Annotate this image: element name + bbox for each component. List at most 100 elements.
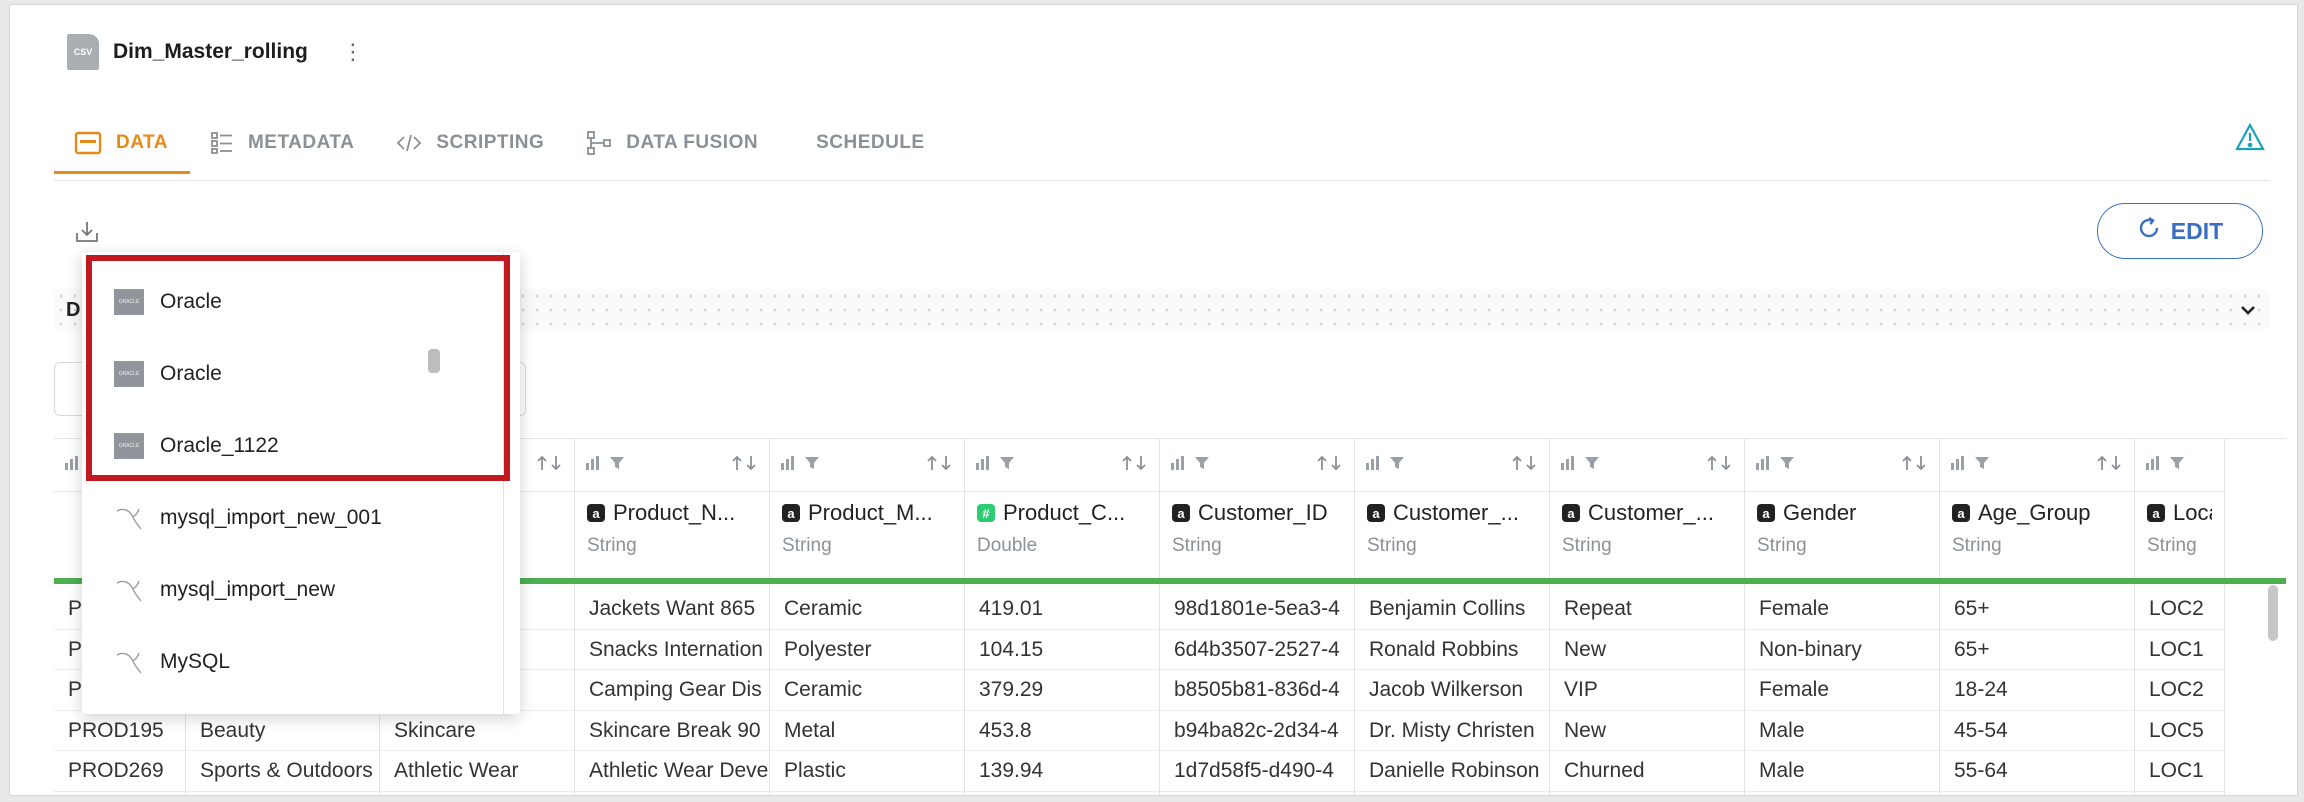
table-cell[interactable]: Dr. Misty Christen xyxy=(1355,711,1549,751)
table-cell[interactable]: Skincare Break 90 xyxy=(575,711,769,751)
table-cell[interactable]: 453.8 xyxy=(965,711,1159,751)
table-cell[interactable]: 104.15 xyxy=(965,630,1159,670)
column-stats-icon[interactable] xyxy=(1170,455,1188,476)
column-stats-icon[interactable] xyxy=(1950,455,1968,476)
column-stats-icon[interactable] xyxy=(780,455,798,476)
table-cell[interactable]: 139.94 xyxy=(965,751,1159,792)
dropdown-item[interactable]: MySQL xyxy=(82,626,520,698)
table-cell[interactable]: b8505b81-836d-4 xyxy=(1160,670,1354,711)
table-cell[interactable]: Sports & Outdoors xyxy=(186,751,379,792)
filter-icon[interactable] xyxy=(999,455,1015,476)
filter-icon[interactable] xyxy=(1584,455,1600,476)
table-cell[interactable]: 18-24 xyxy=(1940,670,2134,711)
column-stats-icon[interactable] xyxy=(2145,455,2163,476)
table-cell[interactable]: New xyxy=(1550,630,1744,670)
more-options-icon[interactable]: ⋮ xyxy=(341,39,364,64)
column-stats-icon[interactable] xyxy=(975,455,993,476)
filter-icon[interactable] xyxy=(804,455,820,476)
table-cell[interactable]: Athletic Wear xyxy=(380,751,574,792)
tab-metadata[interactable]: METADATA xyxy=(190,115,376,171)
grid-scrollbar[interactable] xyxy=(2268,585,2278,641)
table-cell[interactable]: Beauty xyxy=(186,711,379,751)
table-cell[interactable]: VIP xyxy=(1550,670,1744,711)
table-cell[interactable]: b94ba82c-2d34-4 xyxy=(1160,711,1354,751)
filter-icon[interactable] xyxy=(1779,455,1795,476)
dropdown-item[interactable]: ORACLE Oracle xyxy=(82,266,520,338)
table-cell[interactable]: Male xyxy=(1745,711,1939,751)
sort-icon[interactable] xyxy=(729,454,759,477)
sort-icon[interactable] xyxy=(1119,454,1149,477)
sort-icon[interactable] xyxy=(1899,454,1929,477)
table-cell[interactable]: LOC2 xyxy=(2135,589,2224,630)
table-cell[interactable]: Danielle Robinson xyxy=(1355,751,1549,792)
dropdown-item[interactable]: mysql_import_new_001 xyxy=(82,482,520,554)
table-cell[interactable]: 379.29 xyxy=(965,670,1159,711)
column-header[interactable]: a Customer_... String xyxy=(1550,492,1744,562)
sort-icon[interactable] xyxy=(924,454,954,477)
sort-icon[interactable] xyxy=(534,454,564,477)
table-cell[interactable]: 1d7d58f5-d490-4 xyxy=(1160,751,1354,792)
column-stats-icon[interactable] xyxy=(1560,455,1578,476)
table-cell[interactable]: Male xyxy=(1745,751,1939,792)
table-cell[interactable]: New xyxy=(1550,711,1744,751)
sort-icon[interactable] xyxy=(1314,454,1344,477)
table-cell[interactable]: PROD269 xyxy=(54,751,185,792)
filter-icon[interactable] xyxy=(1194,455,1210,476)
edit-button[interactable]: EDIT xyxy=(2097,203,2263,259)
sort-icon[interactable] xyxy=(1704,454,1734,477)
column-header[interactable]: a Loca String xyxy=(2135,492,2224,562)
column-header[interactable]: a Age_Group String xyxy=(1940,492,2134,562)
table-cell[interactable]: Jackets Want 865 xyxy=(575,589,769,630)
table-cell[interactable]: 6d4b3507-2527-4 xyxy=(1160,630,1354,670)
table-cell[interactable]: 55-64 xyxy=(1940,751,2134,792)
column-header[interactable]: # Product_C... Double xyxy=(965,492,1159,562)
table-cell[interactable]: Ceramic xyxy=(770,589,964,630)
column-stats-icon[interactable] xyxy=(585,455,603,476)
table-cell[interactable]: Metal xyxy=(770,711,964,751)
table-cell[interactable]: PROD195 xyxy=(54,711,185,751)
column-header[interactable]: a Customer_... String xyxy=(1355,492,1549,562)
dropdown-scrollbar[interactable] xyxy=(428,349,440,373)
table-cell[interactable]: LOC2 xyxy=(2135,670,2224,711)
table-cell[interactable]: Skincare xyxy=(380,711,574,751)
table-cell[interactable]: Ceramic xyxy=(770,670,964,711)
table-cell[interactable]: LOC1 xyxy=(2135,751,2224,792)
warning-icon[interactable] xyxy=(2235,122,2265,156)
table-cell[interactable]: 45-54 xyxy=(1940,711,2134,751)
dropdown-item[interactable]: ORACLE Oracle xyxy=(82,338,520,410)
filter-icon[interactable] xyxy=(1389,455,1405,476)
table-cell[interactable]: Benjamin Collins xyxy=(1355,589,1549,630)
table-cell[interactable]: Camping Gear Dis xyxy=(575,670,769,711)
table-cell[interactable]: Female xyxy=(1745,670,1939,711)
table-cell[interactable]: Non-binary xyxy=(1745,630,1939,670)
sort-icon[interactable] xyxy=(2094,454,2124,477)
table-cell[interactable]: LOC1 xyxy=(2135,630,2224,670)
table-cell[interactable]: Jacob Wilkerson xyxy=(1355,670,1549,711)
tab-data[interactable]: DATA xyxy=(54,115,190,174)
column-header[interactable]: a Gender String xyxy=(1745,492,1939,562)
column-header[interactable]: a Product_N... String xyxy=(575,492,769,562)
column-header[interactable]: a Customer_ID String xyxy=(1160,492,1354,562)
table-cell[interactable]: 65+ xyxy=(1940,630,2134,670)
filter-icon[interactable] xyxy=(1974,455,1990,476)
table-cell[interactable]: Snacks Internation xyxy=(575,630,769,670)
dropdown-item[interactable]: ORACLE Oracle_1122 xyxy=(82,410,520,482)
download-icon[interactable] xyxy=(74,219,100,250)
table-cell[interactable]: 65+ xyxy=(1940,589,2134,630)
column-stats-icon[interactable] xyxy=(1365,455,1383,476)
filter-icon[interactable] xyxy=(2169,455,2185,476)
table-cell[interactable]: Repeat xyxy=(1550,589,1744,630)
filter-icon[interactable] xyxy=(609,455,625,476)
tab-scripting[interactable]: SCRIPTING xyxy=(376,115,566,171)
table-cell[interactable]: Plastic xyxy=(770,751,964,792)
table-cell[interactable]: Ronald Robbins xyxy=(1355,630,1549,670)
sort-icon[interactable] xyxy=(1509,454,1539,477)
tab-data-fusion[interactable]: DATA FUSION xyxy=(566,115,780,171)
table-cell[interactable]: Polyester xyxy=(770,630,964,670)
column-stats-icon[interactable] xyxy=(64,455,82,476)
tab-schedule[interactable]: SCHEDULE xyxy=(780,115,947,171)
table-cell[interactable]: Churned xyxy=(1550,751,1744,792)
table-cell[interactable]: Female xyxy=(1745,589,1939,630)
column-header[interactable]: a Product_M... String xyxy=(770,492,964,562)
table-cell[interactable]: 419.01 xyxy=(965,589,1159,630)
